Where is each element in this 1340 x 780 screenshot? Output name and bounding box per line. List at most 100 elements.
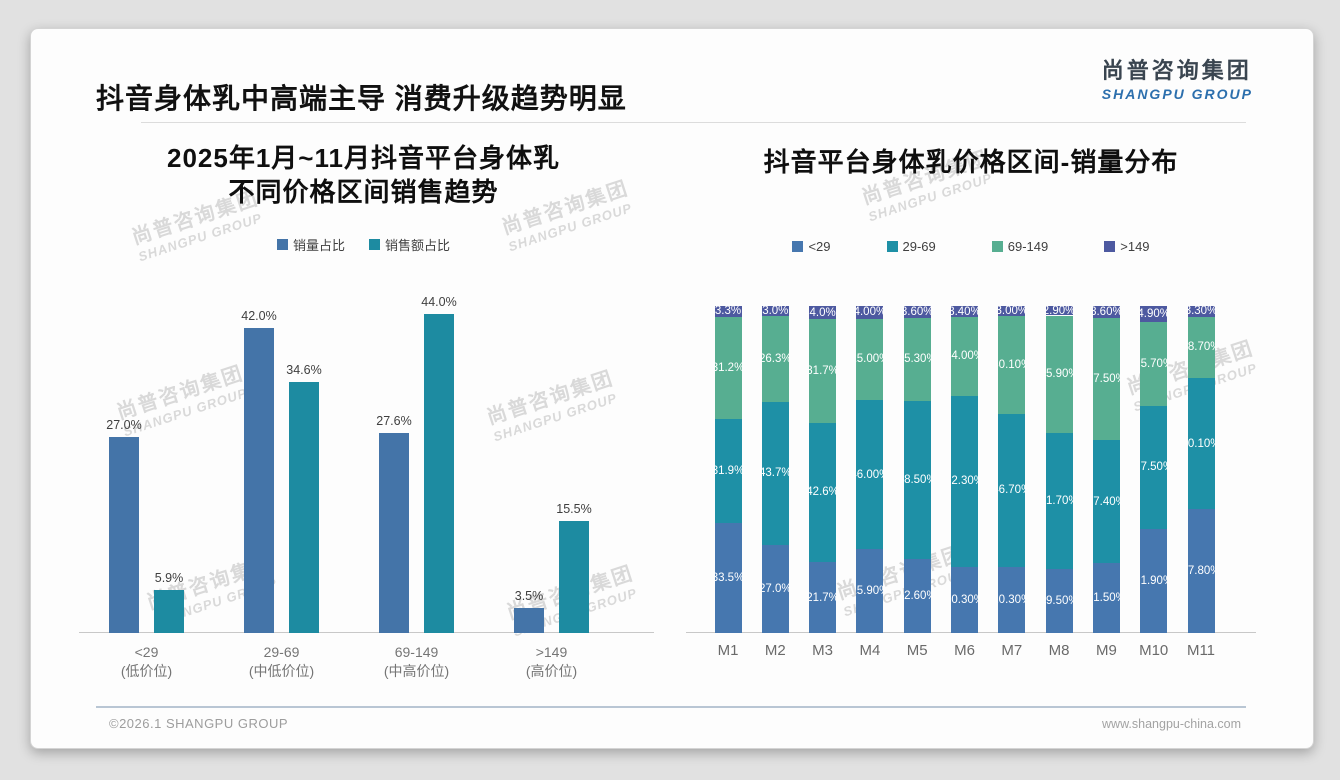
legend-item: 29-69 <box>886 239 936 254</box>
segment-value-label: 26.3% <box>762 352 789 365</box>
bar-segment-29-69 <box>951 395 978 567</box>
bar-value-label: 27.0% <box>106 418 142 432</box>
bar-segment->149 <box>714 306 742 317</box>
bar-segment->149 <box>903 306 931 318</box>
stacked-column-M7: 20.30% 46.70% 30.10% 3.00% <box>998 306 1026 633</box>
segment-value-label: 24.00% <box>951 350 978 363</box>
segment-value-label: 4.90% <box>1140 308 1167 320</box>
legend-swatch-icon <box>1104 241 1116 252</box>
segment-value-label: 20.30% <box>951 593 978 606</box>
bar-segment->149 <box>1140 306 1168 323</box>
bar-segment-29-69 <box>1092 440 1120 563</box>
legend-item: <29 <box>792 239 831 254</box>
left-chart-title: 2025年1月~11月抖音平台身体乳 不同价格区间销售趋势 <box>91 141 636 209</box>
segment-value-label: 46.00% <box>856 468 883 481</box>
title-divider <box>141 122 1246 123</box>
right-chart-title: 抖音平台身体乳价格区间-销量分布 <box>763 147 1179 177</box>
legend-item: 销售额占比 <box>369 235 450 254</box>
segment-value-label: 27.0% <box>762 582 789 595</box>
bar-segment-69-149 <box>1045 315 1073 433</box>
month-label: M5 <box>906 642 928 659</box>
bar-销量占比 <box>109 437 139 633</box>
month-label: M10 <box>1139 642 1169 659</box>
segment-value-label: 3.00% <box>998 306 1025 317</box>
bar-销售额占比 <box>559 521 589 633</box>
segment-value-label: 18.70% <box>1187 341 1215 354</box>
category-label: <29 (低价位) <box>82 643 212 681</box>
stacked-column-M4: 25.90% 46.00% 25.00% 4.00% <box>856 306 884 633</box>
bar-value-label: 15.5% <box>556 502 592 516</box>
legend-item: 69-149 <box>991 239 1048 254</box>
bar-销量占比 <box>379 433 409 633</box>
bar-value-label: 27.6% <box>376 414 412 428</box>
logo-english-text: SHANGPU GROUP <box>1101 86 1253 102</box>
bar-segment-29-69 <box>1187 378 1215 510</box>
category-tier-label: (中低价位) <box>248 663 315 679</box>
segment-value-label: 4.0% <box>809 306 836 319</box>
bar-segment-69-149 <box>1140 322 1168 407</box>
bar-segment->149 <box>998 306 1026 316</box>
legend-label: 销量占比 <box>292 238 345 253</box>
segment-value-label: 43.7% <box>762 467 789 480</box>
month-label: M3 <box>812 642 834 659</box>
bar-segment-69-149 <box>1092 317 1120 441</box>
bar-销售额占比 <box>424 314 454 633</box>
bar-segment-29-69 <box>1045 432 1073 570</box>
stacked-column-M2: 27.0% 43.7% 26.3% 3.0% <box>761 306 789 633</box>
bar-segment-29-69 <box>856 399 884 550</box>
segment-value-label: 25.30% <box>904 353 931 366</box>
bar-销量占比 <box>514 608 544 633</box>
segment-value-label: 42.6% <box>809 486 836 499</box>
category-range-label: 69-149 <box>394 644 439 660</box>
stacked-column-M1: 33.5% 31.9% 31.2% 3.3% <box>714 306 742 633</box>
bar-segment-29-69 <box>998 414 1026 567</box>
left-x-axis-line <box>79 632 654 633</box>
segment-value-label: 21.50% <box>1093 591 1120 604</box>
bar-segment->149 <box>1045 306 1073 316</box>
segment-value-label: 19.50% <box>1045 595 1073 608</box>
segment-value-label: 3.0% <box>762 306 789 317</box>
bar-segment-<29 <box>1140 528 1168 633</box>
segment-value-label: 31.9% <box>715 465 742 478</box>
left-chart-title-line2: 不同价格区间销售趋势 <box>228 177 499 207</box>
logo-chinese-text: 尚普咨询集团 <box>1101 58 1252 83</box>
slide-canvas: 尚普咨询集团 SHANGPU GROUP 尚普咨询集团 SHANGPU GROUP 尚普… <box>30 28 1314 749</box>
category-label: >149 (高价位) <box>487 643 617 681</box>
month-label: M2 <box>764 642 786 659</box>
month-label: M7 <box>1001 642 1023 659</box>
month-label: M9 <box>1095 642 1117 659</box>
legend-label: >149 <box>1120 239 1150 254</box>
bar-value-label: 34.6% <box>286 363 322 377</box>
bar-segment-<29 <box>951 566 978 633</box>
bar-segment->149 <box>809 306 837 320</box>
month-label: M4 <box>859 642 881 659</box>
company-logo: 尚普咨询集团 SHANGPU GROUP <box>1102 53 1253 102</box>
segment-value-label: 31.7% <box>809 364 836 377</box>
segment-value-label: 31.2% <box>715 361 742 374</box>
segment-value-label: 2.90% <box>1046 306 1073 317</box>
bar-segment-69-149 <box>998 315 1026 415</box>
segment-value-label: 37.40% <box>1093 495 1120 508</box>
bar-销售额占比 <box>154 590 184 633</box>
stacked-column-M10: 31.90% 37.50% 25.70% 4.90% <box>1140 306 1168 633</box>
segment-value-label: 37.80% <box>1187 565 1215 578</box>
legend-swatch-icon <box>991 241 1003 252</box>
right-chart-plot: 33.5% 31.9% 31.2% 3.3% M1 27.0% 43.7% 26.3% 3.0%… <box>686 306 1256 659</box>
category-tier-label: (高价位) <box>525 663 578 679</box>
category-range-label: >149 <box>535 644 568 660</box>
segment-value-label: 35.90% <box>1045 368 1073 381</box>
segment-value-label: 25.00% <box>856 353 883 366</box>
month-label: M11 <box>1186 642 1216 659</box>
legend-swatch-icon <box>369 239 380 250</box>
month-label: M1 <box>717 642 739 659</box>
segment-value-label: 22.60% <box>904 590 931 603</box>
stacked-column-M8: 19.50% 41.70% 35.90% 2.90% <box>1045 306 1073 633</box>
bar-segment-69-149 <box>714 316 742 419</box>
category-label: 29-69 (中低价位) <box>217 643 347 681</box>
segment-value-label: 31.90% <box>1140 574 1167 587</box>
bar-segment->149 <box>951 306 978 318</box>
bar-segment->149 <box>1187 306 1215 317</box>
bar-segment-<29 <box>1187 509 1215 633</box>
segment-value-label: 52.30% <box>951 475 978 488</box>
right-chart-legend: <29 29-69 69-149 >149 <box>691 239 1251 254</box>
